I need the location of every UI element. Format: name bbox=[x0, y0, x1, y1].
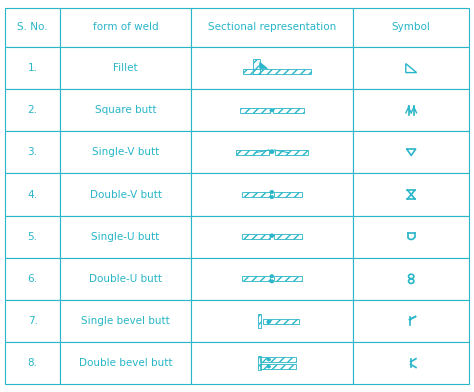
Circle shape bbox=[267, 358, 271, 361]
Bar bbox=[191, 300, 353, 342]
Bar bbox=[353, 47, 469, 89]
Bar bbox=[191, 47, 353, 89]
Text: Single-V butt: Single-V butt bbox=[92, 147, 159, 158]
Bar bbox=[61, 174, 191, 216]
Bar bbox=[61, 342, 191, 384]
Text: 7.: 7. bbox=[27, 316, 37, 326]
Bar bbox=[242, 234, 270, 239]
Text: 2.: 2. bbox=[27, 105, 37, 115]
Bar bbox=[5, 131, 61, 174]
Circle shape bbox=[270, 234, 274, 238]
Bar bbox=[274, 150, 308, 155]
Bar bbox=[242, 192, 270, 197]
Bar bbox=[61, 258, 191, 300]
Bar bbox=[274, 234, 302, 239]
Bar bbox=[263, 319, 300, 324]
Bar bbox=[191, 89, 353, 131]
Circle shape bbox=[270, 275, 274, 278]
Bar bbox=[61, 89, 191, 131]
Bar bbox=[5, 258, 61, 300]
Bar bbox=[191, 258, 353, 300]
Circle shape bbox=[270, 191, 274, 194]
Bar bbox=[61, 8, 191, 47]
Bar bbox=[353, 8, 469, 47]
Bar bbox=[253, 59, 260, 74]
Bar bbox=[353, 131, 469, 174]
Bar bbox=[191, 8, 353, 47]
Bar bbox=[191, 174, 353, 216]
Bar bbox=[5, 300, 61, 342]
Bar bbox=[240, 108, 271, 113]
Bar bbox=[353, 300, 469, 342]
Bar bbox=[353, 216, 469, 258]
Bar bbox=[353, 342, 469, 384]
Text: Sectional representation: Sectional representation bbox=[208, 22, 336, 33]
Bar bbox=[191, 131, 353, 174]
Bar bbox=[5, 216, 61, 258]
Circle shape bbox=[270, 196, 274, 199]
Text: 1.: 1. bbox=[27, 63, 37, 73]
Bar bbox=[258, 314, 261, 328]
Circle shape bbox=[270, 150, 274, 154]
Bar bbox=[5, 174, 61, 216]
Bar bbox=[61, 216, 191, 258]
Bar bbox=[243, 69, 310, 74]
Bar bbox=[242, 276, 270, 281]
Text: S. No.: S. No. bbox=[17, 22, 48, 33]
Text: form of weld: form of weld bbox=[93, 22, 158, 33]
Bar bbox=[353, 258, 469, 300]
Bar bbox=[5, 342, 61, 384]
Bar bbox=[273, 108, 304, 113]
Polygon shape bbox=[260, 62, 267, 69]
Text: 8.: 8. bbox=[27, 358, 37, 368]
Text: 4.: 4. bbox=[27, 189, 37, 200]
Bar bbox=[260, 364, 296, 369]
Text: Double bevel butt: Double bevel butt bbox=[79, 358, 172, 368]
Bar bbox=[61, 300, 191, 342]
Text: Single-U butt: Single-U butt bbox=[91, 232, 160, 242]
Circle shape bbox=[270, 280, 274, 283]
Text: Fillet: Fillet bbox=[113, 63, 138, 73]
Bar bbox=[353, 89, 469, 131]
Circle shape bbox=[270, 109, 274, 112]
Bar bbox=[191, 342, 353, 384]
Bar bbox=[5, 8, 61, 47]
Text: Single bevel butt: Single bevel butt bbox=[81, 316, 170, 326]
Text: Square butt: Square butt bbox=[95, 105, 156, 115]
Bar bbox=[61, 131, 191, 174]
Bar bbox=[5, 89, 61, 131]
Bar bbox=[61, 47, 191, 89]
Text: Double-U butt: Double-U butt bbox=[89, 274, 162, 284]
Bar bbox=[258, 356, 261, 370]
Bar bbox=[236, 150, 269, 155]
Bar bbox=[191, 216, 353, 258]
Text: Symbol: Symbol bbox=[392, 22, 431, 33]
Circle shape bbox=[267, 365, 271, 368]
Text: 3.: 3. bbox=[27, 147, 37, 158]
Circle shape bbox=[267, 320, 271, 323]
Text: Double-V butt: Double-V butt bbox=[90, 189, 162, 200]
Bar bbox=[274, 192, 302, 197]
Bar bbox=[274, 276, 302, 281]
Bar bbox=[260, 358, 296, 362]
Bar bbox=[353, 174, 469, 216]
Text: 6.: 6. bbox=[27, 274, 37, 284]
Text: 5.: 5. bbox=[27, 232, 37, 242]
Bar bbox=[5, 47, 61, 89]
